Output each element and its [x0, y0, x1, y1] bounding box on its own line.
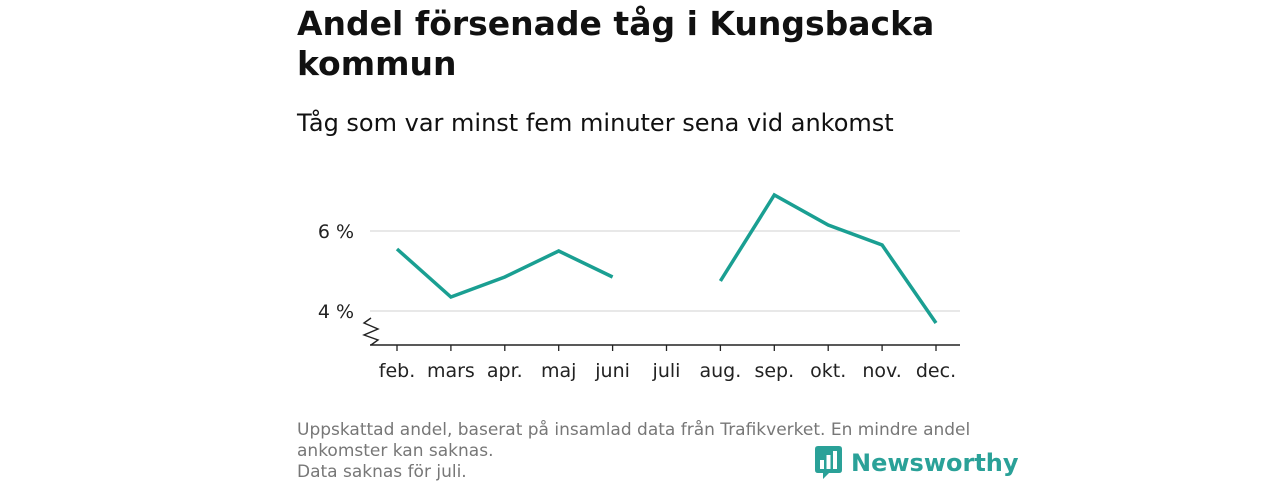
footnote: Uppskattad andel, baserat på insamlad da… — [297, 420, 987, 483]
brand-name: Newsworthy — [851, 449, 1019, 477]
series-line — [395, 247, 614, 300]
x-tick-label: dec. — [916, 360, 956, 382]
x-tick-label: juli — [652, 360, 681, 382]
x-tick-label: maj — [541, 360, 576, 382]
chart-title: Andel försenade tåg i Kungsbacka kommun — [297, 4, 935, 83]
x-tick-label: sep. — [754, 360, 794, 382]
footnote-missing-data: Data saknas för juli. — [297, 462, 467, 482]
x-tick-label: okt. — [810, 360, 846, 382]
y-tick-label: 4 % — [318, 301, 354, 323]
y-axis-break — [362, 317, 380, 346]
newsworthy-logo[interactable]: Newsworthy — [815, 446, 1019, 480]
bar-chart-speech-bubble-icon — [815, 446, 842, 479]
footnote-source: Uppskattad andel, baserat på insamlad da… — [297, 420, 971, 461]
chart-subtitle: Tåg som var minst fem minuter sena vid a… — [297, 109, 894, 137]
x-tick-label: feb. — [379, 360, 415, 382]
x-tick-label: juni — [594, 360, 630, 382]
x-tick-label: apr. — [487, 360, 523, 382]
x-tick-label: aug. — [700, 360, 742, 382]
x-tick-label: mars — [427, 360, 475, 382]
x-tick-label: nov. — [862, 360, 901, 382]
line-chart: 4 % 6 % feb. mars apr. maj juni juli aug. sep. okt… — [318, 192, 960, 382]
series-line — [718, 192, 938, 324]
y-tick-label: 6 % — [318, 221, 354, 243]
